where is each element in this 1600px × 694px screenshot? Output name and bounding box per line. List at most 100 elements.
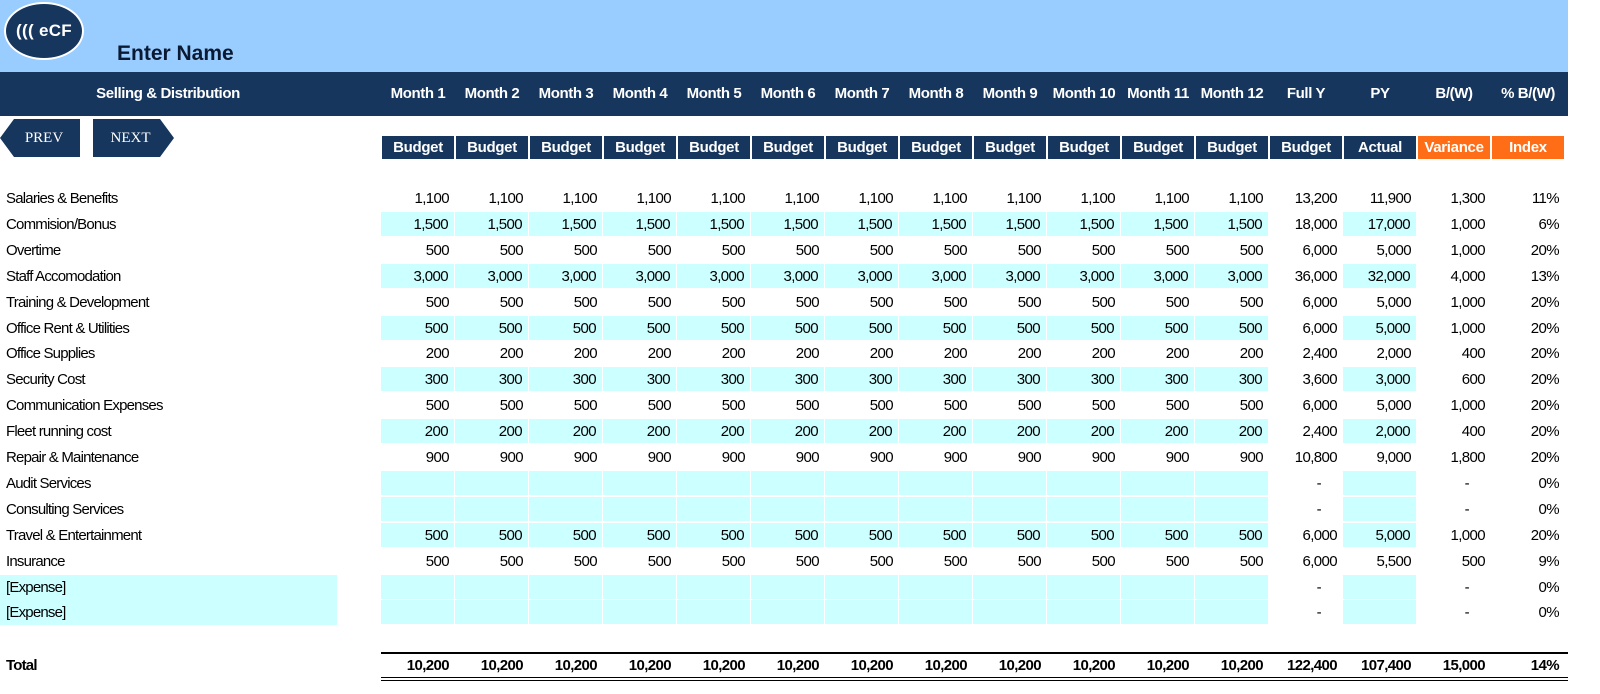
month-cell[interactable]: 1,100 xyxy=(414,190,449,207)
month-cell[interactable]: 900 xyxy=(1017,449,1042,466)
month-cell[interactable]: 1,100 xyxy=(1154,190,1189,207)
month-cell[interactable]: 500 xyxy=(899,315,973,341)
month-cell[interactable]: 500 xyxy=(1165,397,1190,415)
month-cell[interactable]: 500 xyxy=(1047,315,1121,341)
month-cell[interactable]: 3,000 xyxy=(455,263,529,289)
month-cell[interactable]: 500 xyxy=(1121,522,1195,548)
month-cell[interactable] xyxy=(1121,574,1195,600)
month-cell[interactable]: 200 xyxy=(1165,345,1190,363)
month-cell[interactable]: 900 xyxy=(425,449,450,466)
month-cell[interactable]: 200 xyxy=(825,419,899,445)
month-cell[interactable] xyxy=(529,496,603,522)
month-cell[interactable]: 500 xyxy=(795,397,820,415)
month-cell[interactable]: 200 xyxy=(751,419,825,445)
month-cell[interactable]: 1,500 xyxy=(529,211,603,237)
month-cell[interactable] xyxy=(529,574,603,600)
month-cell[interactable] xyxy=(973,574,1047,600)
month-cell[interactable]: 1,500 xyxy=(825,211,899,237)
month-cell[interactable]: 200 xyxy=(1239,345,1264,363)
month-cell[interactable] xyxy=(1047,574,1121,600)
month-cell[interactable]: 200 xyxy=(603,419,677,445)
month-cell[interactable]: 500 xyxy=(869,293,894,311)
month-cell[interactable]: 300 xyxy=(455,367,529,393)
month-cell[interactable] xyxy=(899,600,973,626)
month-cell[interactable] xyxy=(1121,496,1195,522)
month-cell[interactable]: 900 xyxy=(1239,449,1264,466)
month-cell[interactable]: 900 xyxy=(573,449,598,466)
month-cell[interactable]: 1,100 xyxy=(858,190,893,207)
month-cell[interactable] xyxy=(455,574,529,600)
month-cell[interactable]: 500 xyxy=(499,241,524,259)
month-cell[interactable]: 500 xyxy=(677,315,751,341)
month-cell[interactable]: 3,000 xyxy=(529,263,603,289)
month-cell[interactable]: 1,500 xyxy=(973,211,1047,237)
month-cell[interactable] xyxy=(973,496,1047,522)
month-cell[interactable] xyxy=(1047,470,1121,496)
prior-year-cell[interactable]: 2,000 xyxy=(1343,419,1417,445)
month-cell[interactable] xyxy=(381,470,455,496)
month-cell[interactable]: 900 xyxy=(943,449,968,466)
month-cell[interactable]: 500 xyxy=(1091,241,1116,259)
month-cell[interactable] xyxy=(751,600,825,626)
month-cell[interactable] xyxy=(899,470,973,496)
month-cell[interactable]: 500 xyxy=(1239,293,1264,311)
prior-year-cell[interactable]: 5,000 xyxy=(1343,315,1417,341)
month-cell[interactable]: 200 xyxy=(499,345,524,363)
month-cell[interactable]: 500 xyxy=(425,293,450,311)
prev-button[interactable]: PREV xyxy=(0,119,80,157)
month-cell[interactable]: 500 xyxy=(1017,241,1042,259)
month-cell[interactable] xyxy=(1195,600,1269,626)
month-cell[interactable]: 3,000 xyxy=(1121,263,1195,289)
month-cell[interactable]: 500 xyxy=(529,522,603,548)
month-cell[interactable]: 500 xyxy=(1239,241,1264,259)
month-cell[interactable]: 500 xyxy=(1195,522,1269,548)
month-cell[interactable] xyxy=(1195,574,1269,600)
month-cell[interactable]: 500 xyxy=(869,552,894,570)
month-cell[interactable]: 500 xyxy=(499,552,524,570)
month-cell[interactable]: 300 xyxy=(751,367,825,393)
month-cell[interactable]: 1,100 xyxy=(1080,190,1115,207)
month-cell[interactable]: 3,000 xyxy=(899,263,973,289)
month-cell[interactable] xyxy=(751,470,825,496)
month-cell[interactable]: 200 xyxy=(1195,419,1269,445)
month-cell[interactable]: 500 xyxy=(455,315,529,341)
month-cell[interactable]: 500 xyxy=(721,552,746,570)
month-cell[interactable]: 500 xyxy=(647,293,672,311)
month-cell[interactable]: 3,000 xyxy=(751,263,825,289)
month-cell[interactable]: 900 xyxy=(647,449,672,466)
month-cell[interactable]: 500 xyxy=(869,241,894,259)
month-cell[interactable]: 500 xyxy=(573,552,598,570)
month-cell[interactable] xyxy=(899,496,973,522)
month-cell[interactable]: 200 xyxy=(869,345,894,363)
prior-year-cell[interactable]: 17,000 xyxy=(1343,211,1417,237)
month-cell[interactable]: 500 xyxy=(499,293,524,311)
month-cell[interactable]: 300 xyxy=(529,367,603,393)
month-cell[interactable]: 500 xyxy=(573,241,598,259)
month-cell[interactable]: 1,100 xyxy=(710,190,745,207)
month-cell[interactable]: 200 xyxy=(1017,345,1042,363)
row-label[interactable]: [Expense] xyxy=(0,574,337,600)
month-cell[interactable]: 1,100 xyxy=(932,190,967,207)
month-cell[interactable]: 1,500 xyxy=(677,211,751,237)
month-cell[interactable]: 200 xyxy=(381,419,455,445)
month-cell[interactable]: 1,500 xyxy=(899,211,973,237)
month-cell[interactable]: 300 xyxy=(825,367,899,393)
month-cell[interactable]: 500 xyxy=(381,522,455,548)
month-cell[interactable] xyxy=(677,574,751,600)
month-cell[interactable]: 3,000 xyxy=(677,263,751,289)
month-cell[interactable]: 500 xyxy=(499,397,524,415)
month-cell[interactable]: 200 xyxy=(943,345,968,363)
month-cell[interactable] xyxy=(825,600,899,626)
month-cell[interactable] xyxy=(899,574,973,600)
month-cell[interactable] xyxy=(1121,470,1195,496)
prior-year-cell[interactable]: 11,900 xyxy=(1369,190,1412,207)
month-cell[interactable]: 500 xyxy=(1091,552,1116,570)
month-cell[interactable]: 200 xyxy=(1047,419,1121,445)
month-cell[interactable]: 500 xyxy=(603,315,677,341)
month-cell[interactable]: 3,000 xyxy=(381,263,455,289)
month-cell[interactable]: 3,000 xyxy=(1047,263,1121,289)
month-cell[interactable] xyxy=(381,600,455,626)
prior-year-cell[interactable]: 9,000 xyxy=(1376,449,1411,466)
prior-year-cell[interactable]: 5,000 xyxy=(1376,397,1411,415)
month-cell[interactable] xyxy=(973,470,1047,496)
